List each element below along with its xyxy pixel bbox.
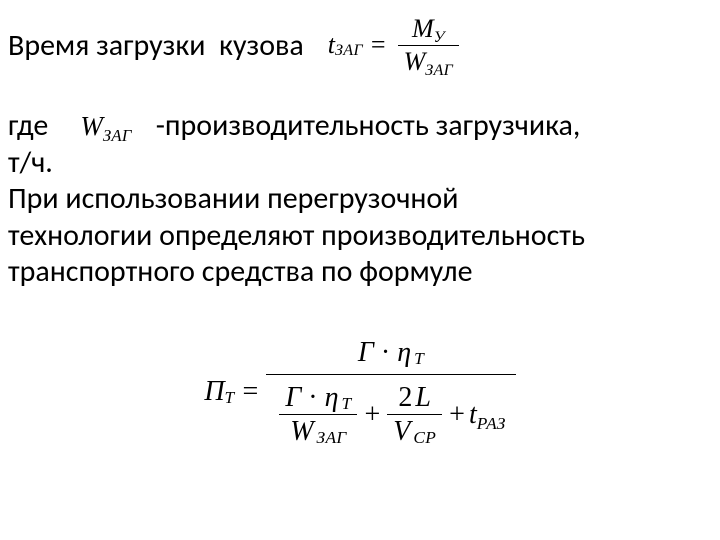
den-t2-den-var: V <box>393 416 410 447</box>
where-symbol: WЗАГ <box>80 110 131 143</box>
equation-pi-t-wrap: ПТ = Г · ηТ Г · ηТ <box>8 335 712 450</box>
den-t1-den-sub: ЗАГ <box>317 428 347 447</box>
eq1-num-sub: У <box>434 29 445 46</box>
heading-row: Время загрузки кузова tЗАГ = MУ WЗАГ <box>8 10 712 80</box>
big-numerator: Г · ηТ <box>348 335 434 371</box>
eq1-den-sub: ЗАГ <box>425 62 453 79</box>
para-line-0: т/ч. <box>8 145 712 182</box>
den-t1-den-var: W <box>290 416 313 447</box>
big-lhs-var: П <box>204 376 224 408</box>
eq1-fraction: MУ WЗАГ <box>398 14 460 77</box>
den-t3: tРАЗ <box>469 399 506 431</box>
eq1-num-var: M <box>412 14 434 43</box>
den-t1-num-eta-sub: Т <box>341 394 351 413</box>
where-sym-sub: ЗАГ <box>103 126 132 146</box>
big-num-eta-sub: Т <box>414 349 424 369</box>
den-term2-frac: 2L VСР <box>387 382 442 448</box>
big-outer-fraction: Г · ηТ Г · ηТ WЗАГ <box>266 335 515 450</box>
heading-text: Время загрузки кузова <box>8 27 304 64</box>
den-term1-den: WЗАГ <box>284 416 352 447</box>
equation-pi-t: ПТ = Г · ηТ Г · ηТ <box>204 335 515 450</box>
where-rest: -производительность загрузчика, <box>156 108 581 145</box>
den-t2-den-sub: СР <box>413 428 436 447</box>
eq1-den-var: W <box>404 47 426 76</box>
den-term1-num: Г · ηТ <box>279 382 357 413</box>
den-term2-den: VСР <box>387 416 442 447</box>
den-t2-num-L: L <box>415 382 431 413</box>
para-line-2: технологии определяют производительность <box>8 218 712 255</box>
den-plus-2: + <box>449 399 465 431</box>
eq1-lhs-var: t <box>328 30 335 60</box>
den-t1-num-eta: η <box>325 382 339 413</box>
body-text: где WЗАГ -производительность загрузчика,… <box>8 108 712 291</box>
where-word: где <box>8 108 48 145</box>
den-t3-sub: РАЗ <box>477 414 506 433</box>
equation-t-zag: tЗАГ = MУ WЗАГ <box>328 14 463 77</box>
para-line-3: транспортного средства по формуле <box>8 254 712 291</box>
den-t1-num-g: Г <box>285 382 301 413</box>
eq1-numerator: MУ <box>406 14 451 44</box>
big-lhs-sub: Т <box>225 388 235 408</box>
den-term2-num: 2L <box>392 382 437 413</box>
den-t2-num-2: 2 <box>398 382 412 413</box>
den-plus-1: + <box>364 399 380 431</box>
big-equals: = <box>243 376 259 408</box>
den-t1-num-dot: · <box>308 382 317 413</box>
big-num-dot: · <box>381 337 390 369</box>
eq1-lhs-sub: ЗАГ <box>335 42 363 60</box>
big-num-eta: η <box>397 337 411 369</box>
den-t3-var: t <box>469 399 477 430</box>
big-num-gamma: Г <box>358 337 374 369</box>
para-line-1: При использовании перегрузочной <box>8 181 712 218</box>
eq1-denominator: WЗАГ <box>398 47 460 77</box>
big-denominator: Г · ηТ WЗАГ + 2L <box>266 378 515 450</box>
where-sym-var: W <box>80 110 103 143</box>
where-line: где WЗАГ -производительность загрузчика, <box>8 108 712 145</box>
eq1-equals: = <box>371 30 386 60</box>
den-term1-frac: Г · ηТ WЗАГ <box>279 382 357 448</box>
